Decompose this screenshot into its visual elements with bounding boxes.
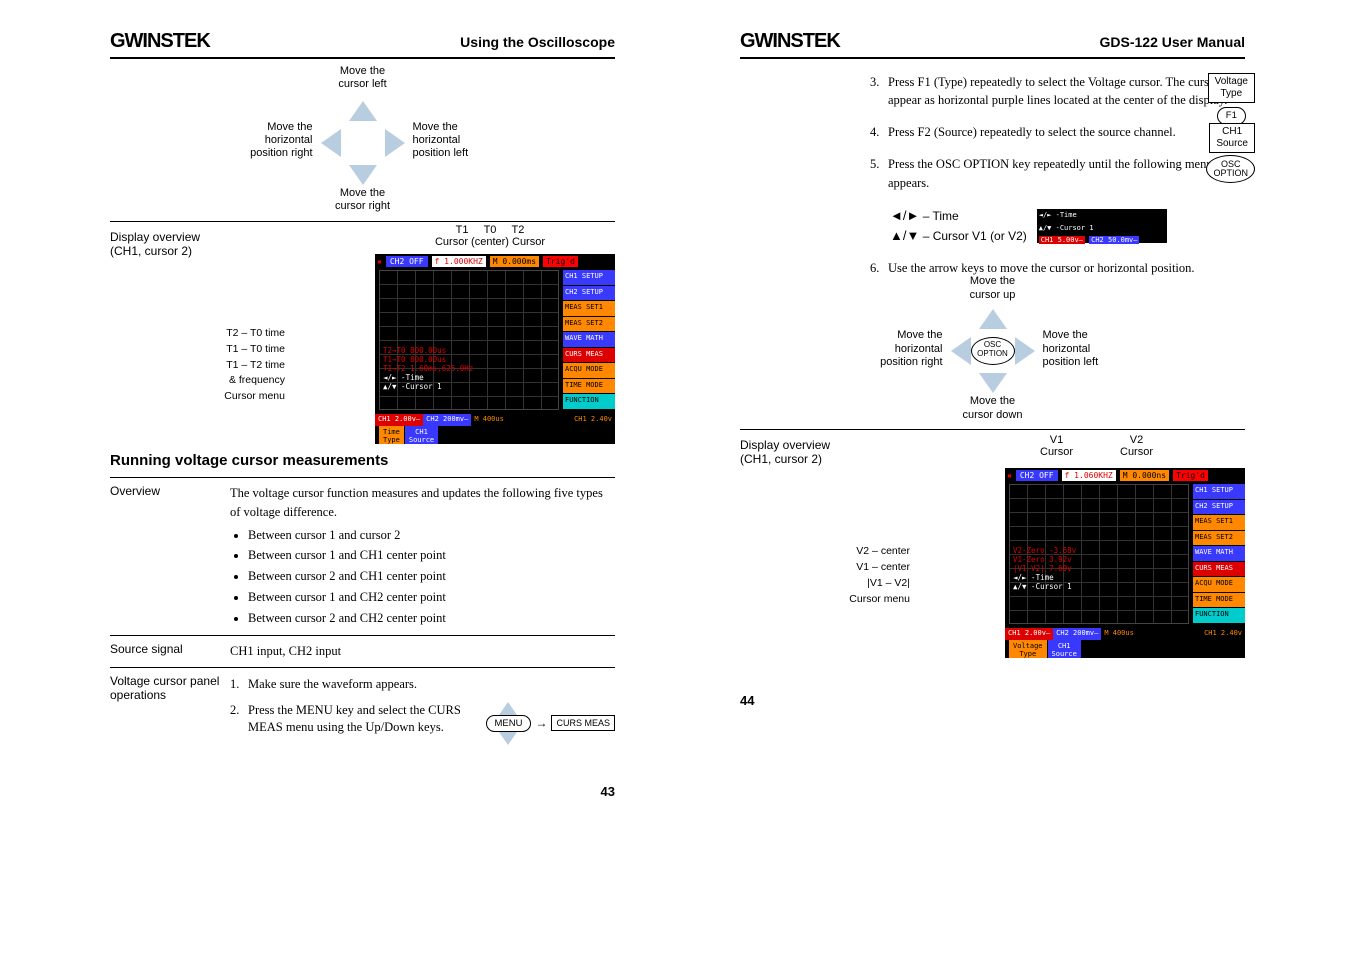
callout-labels-right: V2 – center V1 – center |V1 – V2| Cursor… bbox=[820, 544, 910, 607]
pad-label-up: Move thecursor left bbox=[333, 65, 393, 91]
arrow-up-icon bbox=[979, 309, 1007, 329]
display-overview-label: Display overview (CH1, cursor 2) bbox=[110, 230, 230, 258]
page-number: 43 bbox=[601, 784, 615, 799]
step5-buttons: OSCOPTION bbox=[1206, 155, 1255, 183]
page-right: GWINSTEK GDS-122 User Manual 3. Press F1… bbox=[720, 30, 1265, 668]
overview-text: Display overview bbox=[110, 230, 200, 244]
menu-key: MENU bbox=[486, 715, 532, 732]
step-6: 6. Use the arrow keys to move the cursor… bbox=[870, 259, 1245, 277]
scope-screenshot: ▪ CH2 OFF f 1.000KHZ M 0.000ms Trig'd CH… bbox=[375, 254, 615, 444]
scope-overlay-text: T2→T0 800.00us T1→T0 800.00us T1→T2 1.60… bbox=[383, 346, 473, 391]
overview-subtext: (CH1, cursor 2) bbox=[110, 244, 192, 258]
section-heading: Running voltage cursor measurements bbox=[110, 452, 615, 469]
overview-list: Between cursor 1 and cursor 2 Between cu… bbox=[248, 526, 615, 628]
page-left: GWINSTEK Using the Oscilloscope Move the… bbox=[90, 30, 635, 759]
divider bbox=[740, 429, 1245, 430]
arrow-pad-diagram-right: OSCOPTION Move thecursor up Move thecurs… bbox=[843, 291, 1143, 421]
brand-logo: GWINSTEK bbox=[110, 30, 210, 53]
overview-term: Overview bbox=[110, 484, 230, 629]
curs-meas-key: CURS MEAS bbox=[551, 715, 615, 732]
menu-key-graphic: MENU → CURS MEAS bbox=[486, 702, 616, 745]
scope-side-menu: CH1 SETUP CH2 SETUP MEAS SET1 MEAS SET2 … bbox=[563, 270, 615, 410]
header: GWINSTEK Using the Oscilloscope bbox=[110, 30, 615, 59]
step-5: 5. Press the OSC OPTION key repeatedly u… bbox=[870, 155, 1245, 191]
f1-key: F1 bbox=[1217, 107, 1246, 125]
menu-appears: ◄/► – Time ▲/▼ – Cursor V1 (or V2) ◄/► -… bbox=[890, 206, 1245, 248]
freq-chip: f 1.000KHZ bbox=[432, 256, 486, 267]
overview-row: Overview The voltage cursor function mea… bbox=[110, 477, 615, 635]
step-3: 3. Press F1 (Type) repeatedly to select … bbox=[870, 73, 1245, 109]
v1-label: V1Cursor bbox=[1040, 434, 1073, 458]
trig-chip: Trig'd bbox=[543, 256, 578, 267]
page-number: 44 bbox=[740, 693, 754, 708]
step-list: 1.Make sure the waveform appears. 2. Pre… bbox=[230, 676, 615, 745]
scope-bottom: CH1 2.00v– CH2 200mv– M 400us CH1 2.40v … bbox=[375, 414, 615, 444]
source-row: Source signal CH1 input, CH2 input bbox=[110, 635, 615, 667]
pad-label-right: Move thehorizontalposition left bbox=[1043, 329, 1133, 369]
ch2-off-chip: CH2 OFF bbox=[386, 256, 428, 267]
down-arrow-icon bbox=[499, 732, 517, 745]
arrow-down-icon bbox=[349, 165, 377, 185]
display-overview-section-right: Display overview (CH1, cursor 2) V1Curso… bbox=[740, 438, 1245, 668]
arrow-up-icon bbox=[349, 101, 377, 121]
overview-body: The voltage cursor function measures and… bbox=[230, 484, 615, 629]
pad-label-down: Move thecursor right bbox=[333, 187, 393, 213]
pad-label-right: Move thehorizontalposition left bbox=[413, 121, 503, 161]
v2-label: V2Cursor bbox=[1120, 434, 1153, 458]
scope-top-bar: ▪ CH2 OFF f 1.000KHZ M 0.000ms Trig'd bbox=[375, 254, 615, 268]
panel-ops-row: Voltage cursor panel operations 1.Make s… bbox=[110, 667, 615, 759]
right-steps: 3. Press F1 (Type) repeatedly to select … bbox=[870, 73, 1245, 277]
arrow-right-icon bbox=[1015, 337, 1035, 365]
arrow-pad-diagram: Move thecursor left Move thecursor right… bbox=[193, 73, 533, 213]
scope-screenshot-right: ▪ CH2 OFF f 1.060KHZ M 0.000ns Trig'd CH… bbox=[1005, 468, 1245, 658]
osc-option-key: OSCOPTION bbox=[1206, 155, 1255, 183]
arrow-left-icon bbox=[951, 337, 971, 365]
arrow-right-icon bbox=[385, 129, 405, 157]
display-overview-section: Display overview (CH1, cursor 2) T1 T0 T… bbox=[110, 230, 615, 440]
pad-label-up: Move thecursor up bbox=[963, 275, 1023, 301]
brand-logo: GWINSTEK bbox=[740, 30, 840, 53]
mini-scope: ◄/► -Time ▲/▼ -Cursor 1 CH1 5.00v– CH2 5… bbox=[1037, 209, 1167, 243]
pad-label-down: Move thecursor down bbox=[963, 395, 1023, 421]
pad-label-left: Move thehorizontalposition right bbox=[223, 121, 313, 161]
step-4: 4. Press F2 (Source) repeatedly to selec… bbox=[870, 123, 1245, 141]
ms-chip: M 0.000ms bbox=[490, 256, 539, 267]
header-title: GDS-122 User Manual bbox=[1100, 34, 1246, 50]
display-overview-label: Display overview (CH1, cursor 2) bbox=[740, 438, 860, 466]
cursor-top-labels: T1 T0 T2 Cursor (center) Cursor bbox=[400, 224, 580, 248]
header-title: Using the Oscilloscope bbox=[460, 34, 615, 50]
step3-buttons: VoltageType F1 bbox=[1208, 73, 1255, 125]
arrow-down-icon bbox=[979, 373, 1007, 393]
up-arrow-icon bbox=[499, 702, 517, 715]
header: GWINSTEK GDS-122 User Manual bbox=[740, 30, 1245, 59]
arrow-left-icon bbox=[321, 129, 341, 157]
callout-labels: T2 – T0 time T1 – T0 time T1 – T2 time &… bbox=[195, 326, 285, 405]
osc-option-center: OSCOPTION bbox=[971, 337, 1015, 365]
divider bbox=[110, 221, 615, 222]
pad-label-left: Move thehorizontalposition right bbox=[853, 329, 943, 369]
